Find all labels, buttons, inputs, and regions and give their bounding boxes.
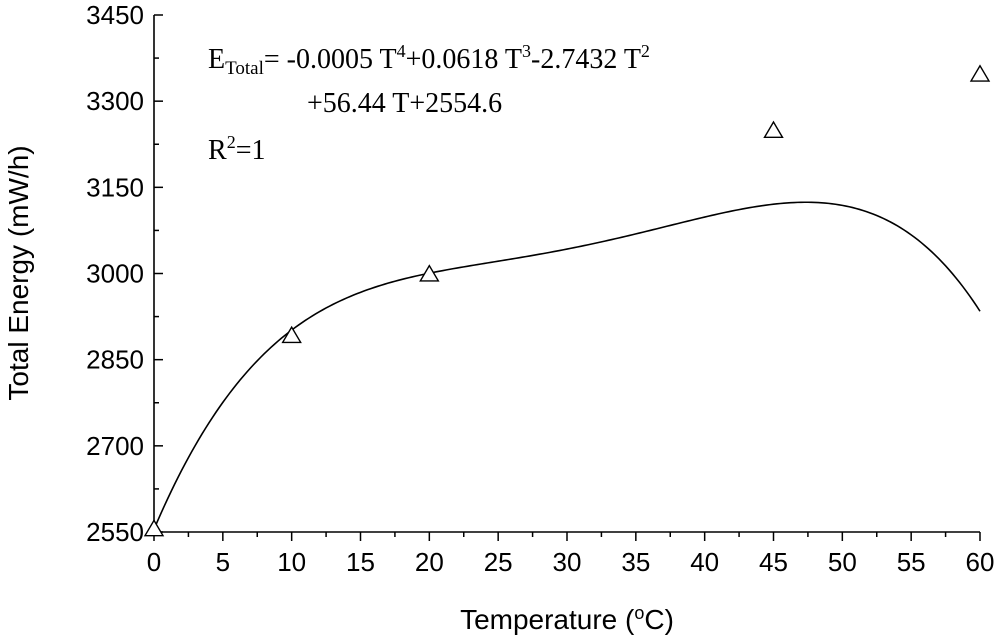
x-tick-label: 30 (553, 547, 582, 577)
x-tick-label: 0 (147, 547, 161, 577)
y-tick-label: 2550 (86, 517, 144, 547)
x-tick-label: 50 (828, 547, 857, 577)
x-tick-label: 15 (346, 547, 375, 577)
x-tick-label: 45 (759, 547, 788, 577)
ticks (153, 14, 981, 541)
r-squared-label: R2=1 (208, 132, 265, 166)
triangle-marker (281, 325, 302, 344)
data-markers (143, 64, 991, 537)
equation-line-1: ETotal= -0.0005 T4+0.0618 T3-2.7432 T2 (208, 41, 650, 79)
y-tick-label: 3450 (86, 0, 144, 30)
y-tick-label: 3000 (86, 259, 144, 289)
x-tick-label: 20 (415, 547, 444, 577)
fit-curve-line (153, 201, 981, 530)
triangle-marker (969, 64, 991, 82)
x-tick-label: 40 (690, 547, 719, 577)
x-tick-label: 60 (966, 547, 995, 577)
tick-labels: 0 5 10 15 20 25 30 35 40 45 50 55 60 2550 2700 2850 3000… (86, 0, 994, 577)
y-tick-label: 3300 (86, 86, 144, 116)
x-axis-title: Temperature (oC) (460, 603, 674, 635)
triangle-marker (763, 120, 784, 139)
x-tick-label: 55 (897, 547, 926, 577)
equation-line-2: +56.44 T+2554.6 (307, 88, 502, 119)
triangle-marker (419, 264, 440, 282)
equation-annotation: ETotal= -0.0005 T4+0.0618 T3-2.7432 T2 +… (208, 41, 650, 166)
x-tick-label: 5 (216, 547, 230, 577)
x-tick-label: 25 (484, 547, 513, 577)
y-tick-label: 2850 (86, 345, 144, 375)
y-tick-label: 3150 (86, 172, 144, 202)
x-tick-label: 10 (277, 547, 306, 577)
axes (153, 15, 980, 533)
y-tick-label: 2700 (86, 431, 144, 461)
triangle-marker (143, 518, 165, 537)
x-tick-label: 35 (621, 547, 650, 577)
y-axis-title: Total Energy (mW/h) (3, 145, 34, 400)
